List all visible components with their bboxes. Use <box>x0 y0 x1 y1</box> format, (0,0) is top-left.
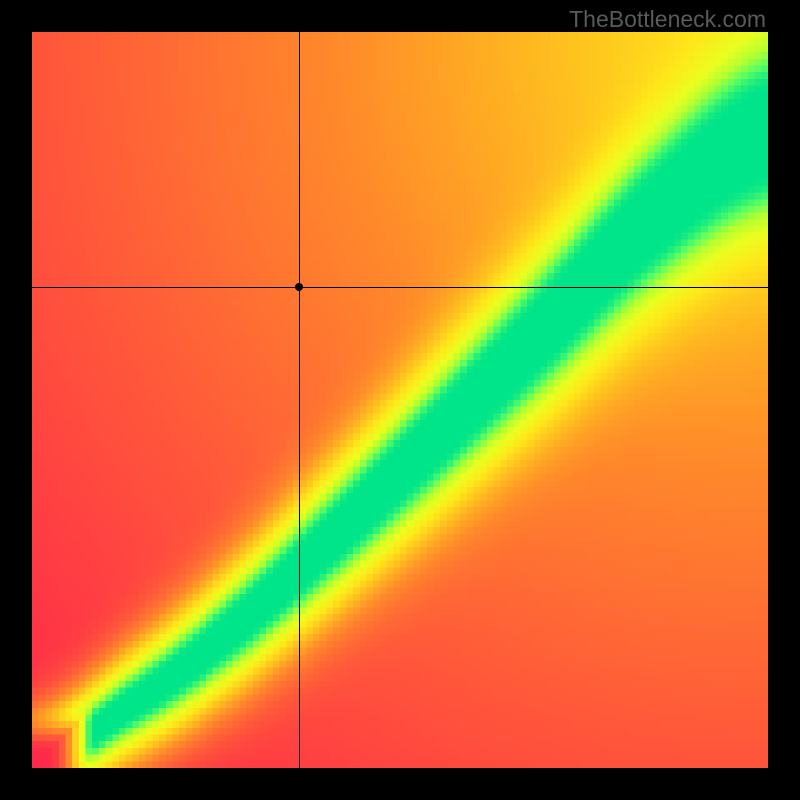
watermark-text: TheBottleneck.com <box>569 6 766 33</box>
bottleneck-heatmap <box>32 32 768 768</box>
crosshair-horizontal-line <box>32 287 768 288</box>
figure-container: TheBottleneck.com <box>0 0 800 800</box>
crosshair-vertical-line <box>299 32 300 768</box>
